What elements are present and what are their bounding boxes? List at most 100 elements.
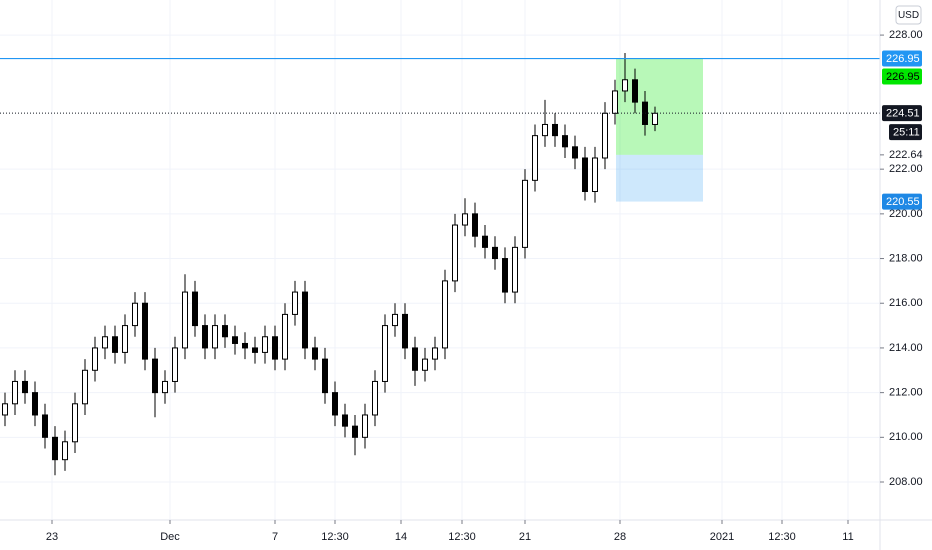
candle-body <box>532 135 538 181</box>
candle-body <box>112 336 118 353</box>
x-tick-label: 7 <box>272 531 278 543</box>
candle-body <box>2 403 8 416</box>
candle-body <box>372 380 378 416</box>
candle-body <box>122 325 128 353</box>
candle-body <box>612 90 618 114</box>
y-tick-label: 210.00 <box>889 431 923 443</box>
candle-body <box>102 336 108 349</box>
y-tick-label: 212.00 <box>889 387 923 399</box>
candle-body <box>282 313 288 360</box>
target-price-box <box>882 68 922 85</box>
x-tick-label: 23 <box>46 531 58 543</box>
candle-body <box>12 380 18 405</box>
candle-body <box>492 246 498 260</box>
currency: USD <box>898 10 919 21</box>
candle-body <box>252 347 258 353</box>
candle-body <box>442 280 448 349</box>
stop-price: 220.55 <box>886 196 920 208</box>
target-price: 226.95 <box>886 71 920 83</box>
candle-body <box>632 79 638 103</box>
x-tick-label: 14 <box>395 531 407 543</box>
candle-body <box>402 313 408 349</box>
x-tick-label: 2021 <box>710 531 734 543</box>
x-tick-label: 28 <box>614 531 626 543</box>
candle-body <box>602 112 608 159</box>
candle-body <box>32 392 38 416</box>
candle-body <box>292 291 298 315</box>
candle-body <box>462 213 468 226</box>
candle-body <box>652 112 658 125</box>
candle-body <box>272 336 278 360</box>
candle-body <box>162 380 168 394</box>
candle-body <box>142 302 148 360</box>
y-tick-label: 222.00 <box>889 163 923 175</box>
y-tick-label: 216.00 <box>889 297 923 309</box>
candle-body <box>332 392 338 416</box>
candle-body <box>322 358 328 394</box>
candle-body <box>132 302 138 327</box>
candle-body <box>72 403 78 443</box>
candle-body <box>452 224 458 282</box>
candle-body <box>522 179 528 248</box>
candle-body <box>622 79 628 92</box>
candle-body <box>202 325 208 349</box>
candle-body <box>152 358 158 394</box>
candle-body <box>182 291 188 349</box>
currency-box[interactable] <box>895 5 922 25</box>
y-tick-label: 220.00 <box>889 208 923 220</box>
candle-body <box>192 291 198 327</box>
candle-body <box>592 157 598 193</box>
x-tick-label: 21 <box>519 531 531 543</box>
x-tick-label: 12:30 <box>321 531 349 543</box>
candle-body <box>302 291 308 349</box>
candle-body <box>242 342 248 349</box>
y-tick-label: 218.00 <box>889 252 923 264</box>
candle-body <box>352 425 358 438</box>
candle-body <box>232 336 238 344</box>
last-price-box <box>882 105 922 122</box>
candle-body <box>62 441 68 461</box>
candle-body <box>432 347 438 360</box>
candle-body <box>412 347 418 371</box>
y-tick-label: 214.00 <box>889 342 923 354</box>
last-price: 224.51 <box>886 107 920 119</box>
x-tick-label: Dec <box>160 531 180 543</box>
target-zone <box>616 58 703 155</box>
candle-body <box>22 380 28 394</box>
candle-body <box>552 123 558 137</box>
x-tick-label: 12:30 <box>448 531 476 543</box>
candle-body <box>392 313 398 327</box>
plot-area <box>0 52 880 476</box>
candle-body <box>562 135 568 148</box>
candle-body <box>502 258 508 293</box>
candle-body <box>362 414 368 438</box>
candle-body <box>542 123 548 137</box>
candle-body <box>92 347 98 371</box>
entry-price: 222.64 <box>889 149 923 161</box>
countdown: 25:11 <box>893 126 920 138</box>
axes: 228.00 222.00 220.00 218.00 216.00 214.00 212.… <box>46 29 923 543</box>
candle-body <box>312 347 318 360</box>
y-tick-label: 208.00 <box>889 476 923 488</box>
candle-body <box>582 157 588 193</box>
candle-body <box>42 414 48 438</box>
y-tick-label: 228.00 <box>889 29 923 41</box>
candle-body <box>572 146 578 159</box>
candle-body <box>472 213 478 237</box>
candle-body <box>382 325 388 382</box>
x-tick-label: 12:30 <box>768 531 796 543</box>
candle-body <box>212 325 218 349</box>
candle-body <box>482 235 488 248</box>
countdown-box <box>889 124 922 141</box>
candle-body <box>422 358 428 371</box>
horizontal-line-price: 226.95 <box>886 53 920 65</box>
candle-body <box>342 414 348 427</box>
candle-body <box>52 436 58 461</box>
stop-zone <box>616 154 703 202</box>
horizontal-line-price-box <box>882 50 922 67</box>
x-tick-label: 11 <box>842 531 853 543</box>
candle-body <box>222 325 228 338</box>
